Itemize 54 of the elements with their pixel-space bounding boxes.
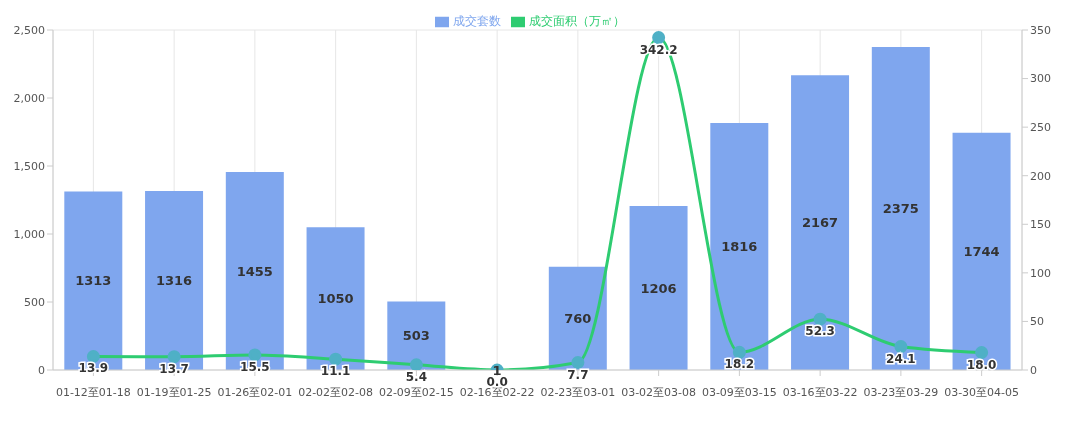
data-label: 5.4 <box>405 369 428 384</box>
legend-label: 成交面积（万㎡） <box>529 14 625 28</box>
legend-label: 成交套数 <box>453 14 501 28</box>
bar <box>629 205 688 370</box>
data-label: 2167 <box>801 215 839 231</box>
x-tick-label: 03-16至03-22 <box>782 385 858 399</box>
data-label: 1313 <box>75 273 112 289</box>
data-label: 760 <box>564 310 592 326</box>
x-tick-label: 02-09至02-15 <box>378 385 454 399</box>
y2-tick-label: 200 <box>1030 169 1051 183</box>
bar <box>710 123 769 370</box>
bar <box>64 191 123 370</box>
bar <box>225 172 284 370</box>
data-label: 1455 <box>236 263 273 279</box>
y-tick-label: 1,000 <box>13 227 45 241</box>
bar <box>791 75 850 370</box>
x-tick-label: 03-30至04-05 <box>944 385 1020 399</box>
y2-tick-label: 100 <box>1030 266 1051 280</box>
data-label: 1744 <box>963 244 1000 260</box>
data-label: 1316 <box>155 273 193 289</box>
x-tick-label: 03-23至03-29 <box>863 385 939 399</box>
y2-tick-label: 50 <box>1030 315 1044 329</box>
y2-tick-label: 350 <box>1030 23 1051 37</box>
x-tick-label: 02-02至02-08 <box>298 385 374 399</box>
y2-tick-label: 300 <box>1030 72 1051 86</box>
x-tick-label: 03-09至03-15 <box>701 385 777 399</box>
x-tick-label: 02-23至03-01 <box>540 385 616 399</box>
data-label: 1816 <box>721 239 758 255</box>
x-tick-label: 01-26至02-01 <box>217 385 293 399</box>
x-tick-label: 01-19至01-25 <box>136 385 212 399</box>
data-label: 503 <box>402 328 430 344</box>
y2-tick-label: 250 <box>1030 121 1051 135</box>
y-tick-label: 1,500 <box>13 159 45 173</box>
data-label: 24.1 <box>886 351 916 366</box>
data-label: 1050 <box>317 291 354 307</box>
data-label: 18.2 <box>724 357 755 372</box>
y2-tick-label: 150 <box>1030 218 1051 232</box>
bar <box>387 301 446 370</box>
data-label: 7.7 <box>567 367 589 382</box>
bar <box>548 266 607 370</box>
data-label: 18.0 <box>966 357 997 372</box>
bar <box>952 132 1011 370</box>
data-label: 1206 <box>640 280 677 296</box>
y-tick-label: 2,000 <box>13 91 45 105</box>
y-tick-label: 2,500 <box>13 23 45 37</box>
x-tick-label: 01-12至01-18 <box>55 385 131 399</box>
y-tick-label: 500 <box>24 295 45 309</box>
data-label: 2375 <box>882 201 919 217</box>
data-label: 52.3 <box>805 324 835 339</box>
data-label: 15.5 <box>240 359 270 374</box>
x-tick-label: 03-02至03-08 <box>621 385 697 399</box>
y2-tick-label: 0 <box>1030 363 1037 377</box>
bar <box>871 47 930 370</box>
y-tick-label: 0 <box>38 363 45 377</box>
